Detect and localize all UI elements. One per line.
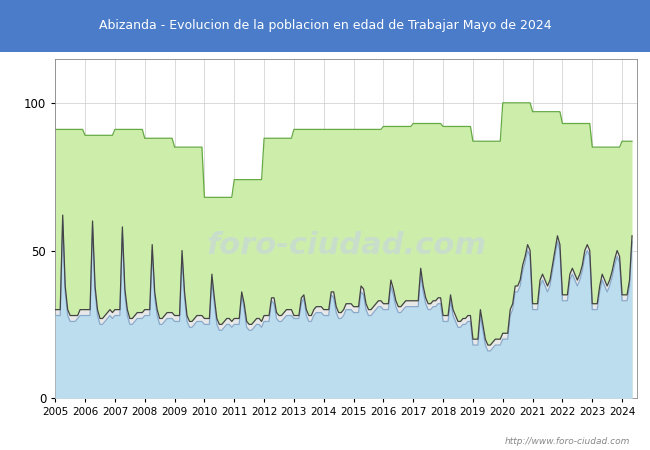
Text: foro-ciudad.com: foro-ciudad.com xyxy=(206,231,486,260)
Text: http://www.foro-ciudad.com: http://www.foro-ciudad.com xyxy=(505,436,630,446)
Text: Abizanda - Evolucion de la poblacion en edad de Trabajar Mayo de 2024: Abizanda - Evolucion de la poblacion en … xyxy=(99,19,551,32)
